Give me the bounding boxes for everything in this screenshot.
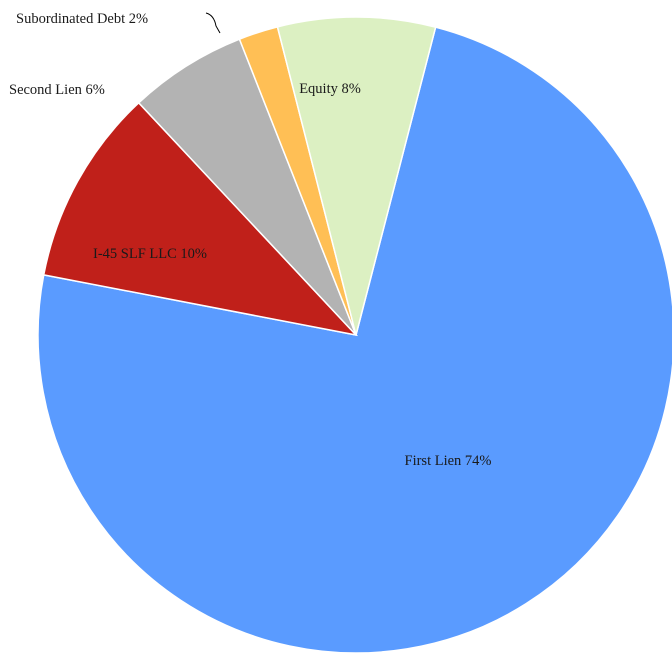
label-first-lien: First Lien 74% (405, 453, 492, 469)
pie-labels: First Lien 74% I-45 SLF LLC 10% Second L… (9, 11, 492, 469)
label-second-lien: Second Lien 6% (9, 82, 105, 98)
label-i45-slf: I-45 SLF LLC 10% (93, 246, 207, 262)
pie-slices (37, 16, 672, 654)
label-subordinated-debt: Subordinated Debt 2% (16, 11, 148, 27)
pie-slice-first-lien (37, 26, 672, 654)
leader-line (205, 12, 221, 34)
pie-slice-i-45-slf-llc (42, 101, 359, 337)
label-equity: Equity 8% (299, 81, 361, 97)
pie-slice-second-lien (137, 38, 357, 336)
pie-slice-equity (276, 16, 437, 336)
